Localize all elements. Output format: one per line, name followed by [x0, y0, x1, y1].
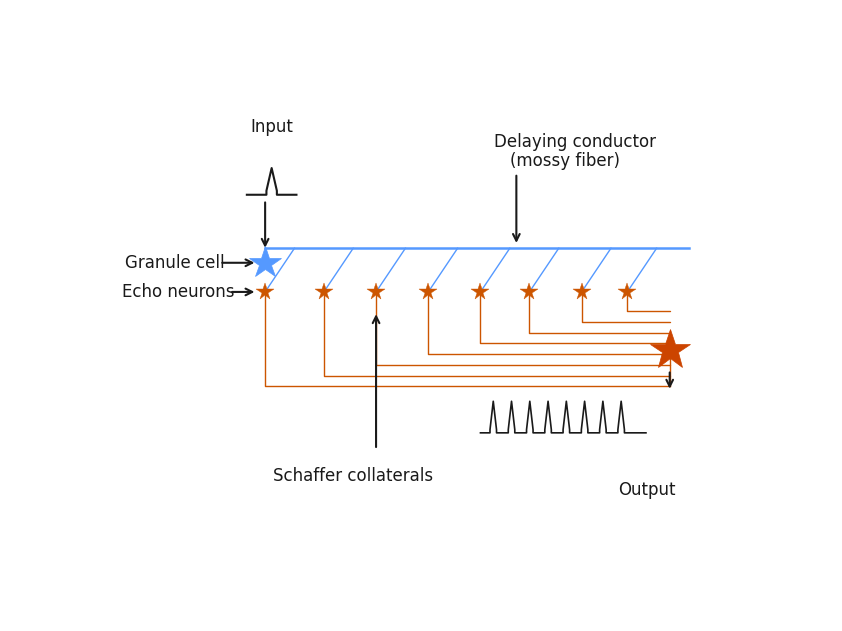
Text: Echo neurons: Echo neurons [121, 283, 234, 301]
Text: Schaffer collaterals: Schaffer collaterals [273, 467, 434, 485]
Text: Input: Input [250, 119, 293, 136]
Text: (mossy fiber): (mossy fiber) [510, 153, 620, 170]
Text: Output: Output [618, 481, 675, 499]
Text: Granule cell: Granule cell [125, 254, 225, 272]
Text: Delaying conductor: Delaying conductor [493, 133, 656, 151]
